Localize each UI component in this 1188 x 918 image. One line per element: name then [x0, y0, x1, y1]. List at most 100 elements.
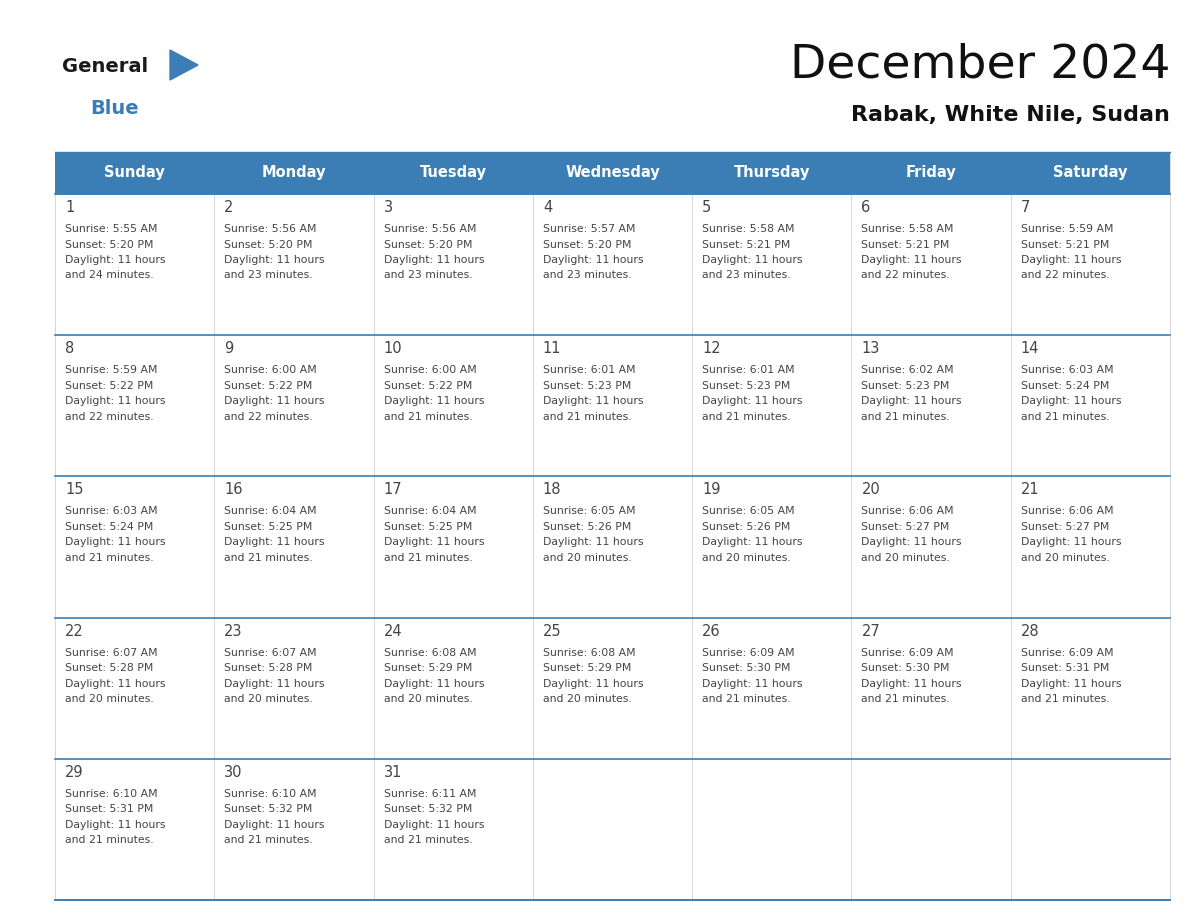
Bar — [693, 618, 852, 759]
Bar — [214, 152, 373, 194]
Text: Sunset: 5:31 PM: Sunset: 5:31 PM — [1020, 663, 1110, 673]
Text: 22: 22 — [65, 623, 83, 639]
Text: and 22 minutes.: and 22 minutes. — [225, 411, 312, 421]
Text: Sunrise: 6:11 AM: Sunrise: 6:11 AM — [384, 789, 476, 799]
Bar — [214, 476, 373, 618]
Text: Daylight: 11 hours: Daylight: 11 hours — [702, 537, 803, 547]
Text: Sunrise: 6:07 AM: Sunrise: 6:07 AM — [225, 647, 317, 657]
Text: Daylight: 11 hours: Daylight: 11 hours — [384, 678, 484, 688]
Text: Sunset: 5:29 PM: Sunset: 5:29 PM — [543, 663, 631, 673]
Text: and 20 minutes.: and 20 minutes. — [543, 694, 632, 704]
Text: and 21 minutes.: and 21 minutes. — [384, 411, 472, 421]
Text: 28: 28 — [1020, 623, 1040, 639]
Text: Sunset: 5:27 PM: Sunset: 5:27 PM — [861, 522, 949, 532]
Polygon shape — [170, 50, 198, 80]
Bar — [852, 618, 1011, 759]
Bar — [693, 335, 852, 476]
Text: Daylight: 11 hours: Daylight: 11 hours — [702, 678, 803, 688]
Text: and 21 minutes.: and 21 minutes. — [1020, 411, 1110, 421]
Text: Sunset: 5:30 PM: Sunset: 5:30 PM — [861, 663, 950, 673]
Text: and 21 minutes.: and 21 minutes. — [1020, 694, 1110, 704]
Bar — [55, 194, 214, 335]
Text: Daylight: 11 hours: Daylight: 11 hours — [543, 255, 644, 265]
Text: 10: 10 — [384, 341, 403, 356]
Bar — [55, 759, 214, 900]
Text: Sunset: 5:20 PM: Sunset: 5:20 PM — [384, 240, 472, 250]
Bar — [373, 476, 533, 618]
Text: Sunset: 5:23 PM: Sunset: 5:23 PM — [861, 381, 949, 391]
Text: 14: 14 — [1020, 341, 1040, 356]
Text: and 20 minutes.: and 20 minutes. — [384, 694, 473, 704]
Text: Daylight: 11 hours: Daylight: 11 hours — [702, 255, 803, 265]
Text: 31: 31 — [384, 765, 402, 779]
Text: 2: 2 — [225, 200, 234, 215]
Text: Sunset: 5:26 PM: Sunset: 5:26 PM — [543, 522, 631, 532]
Text: 20: 20 — [861, 482, 880, 498]
Text: Sunrise: 5:59 AM: Sunrise: 5:59 AM — [65, 365, 158, 375]
Text: Sunrise: 6:10 AM: Sunrise: 6:10 AM — [225, 789, 317, 799]
Text: Daylight: 11 hours: Daylight: 11 hours — [543, 397, 644, 406]
Text: 6: 6 — [861, 200, 871, 215]
Text: Daylight: 11 hours: Daylight: 11 hours — [1020, 397, 1121, 406]
Text: and 20 minutes.: and 20 minutes. — [225, 694, 312, 704]
Text: Sunrise: 6:03 AM: Sunrise: 6:03 AM — [1020, 365, 1113, 375]
Text: Sunrise: 5:56 AM: Sunrise: 5:56 AM — [384, 224, 476, 234]
Text: Daylight: 11 hours: Daylight: 11 hours — [225, 678, 324, 688]
Text: Sunrise: 6:02 AM: Sunrise: 6:02 AM — [861, 365, 954, 375]
Text: and 22 minutes.: and 22 minutes. — [861, 271, 950, 281]
Bar — [852, 335, 1011, 476]
Bar — [373, 335, 533, 476]
Text: Sunrise: 6:09 AM: Sunrise: 6:09 AM — [861, 647, 954, 657]
Text: 19: 19 — [702, 482, 721, 498]
Bar — [693, 194, 852, 335]
Text: Daylight: 11 hours: Daylight: 11 hours — [384, 820, 484, 830]
Text: and 21 minutes.: and 21 minutes. — [225, 553, 312, 563]
Bar — [852, 476, 1011, 618]
Bar — [373, 152, 533, 194]
Text: and 23 minutes.: and 23 minutes. — [384, 271, 472, 281]
Text: 21: 21 — [1020, 482, 1040, 498]
Text: Rabak, White Nile, Sudan: Rabak, White Nile, Sudan — [851, 105, 1170, 125]
Text: and 21 minutes.: and 21 minutes. — [702, 694, 791, 704]
Text: Sunrise: 6:09 AM: Sunrise: 6:09 AM — [1020, 647, 1113, 657]
Text: and 24 minutes.: and 24 minutes. — [65, 271, 153, 281]
Text: and 20 minutes.: and 20 minutes. — [861, 553, 950, 563]
Text: Daylight: 11 hours: Daylight: 11 hours — [1020, 255, 1121, 265]
Bar — [373, 759, 533, 900]
Bar — [533, 759, 693, 900]
Text: Tuesday: Tuesday — [419, 165, 487, 181]
Text: Blue: Blue — [90, 99, 139, 118]
Text: Daylight: 11 hours: Daylight: 11 hours — [65, 678, 165, 688]
Text: 9: 9 — [225, 341, 234, 356]
Text: Sunrise: 5:55 AM: Sunrise: 5:55 AM — [65, 224, 158, 234]
Text: Thursday: Thursday — [734, 165, 810, 181]
Text: December 2024: December 2024 — [790, 42, 1170, 87]
Text: and 21 minutes.: and 21 minutes. — [65, 835, 153, 845]
Text: Sunset: 5:32 PM: Sunset: 5:32 PM — [225, 804, 312, 814]
Bar — [693, 476, 852, 618]
Text: and 20 minutes.: and 20 minutes. — [543, 553, 632, 563]
Text: Sunset: 5:20 PM: Sunset: 5:20 PM — [225, 240, 312, 250]
Text: Sunset: 5:30 PM: Sunset: 5:30 PM — [702, 663, 791, 673]
Text: Daylight: 11 hours: Daylight: 11 hours — [65, 255, 165, 265]
Text: 27: 27 — [861, 623, 880, 639]
Text: Sunset: 5:23 PM: Sunset: 5:23 PM — [702, 381, 790, 391]
Text: Sunset: 5:23 PM: Sunset: 5:23 PM — [543, 381, 631, 391]
Text: 11: 11 — [543, 341, 562, 356]
Text: Monday: Monday — [261, 165, 327, 181]
Text: Sunrise: 6:03 AM: Sunrise: 6:03 AM — [65, 507, 158, 517]
Text: Daylight: 11 hours: Daylight: 11 hours — [384, 255, 484, 265]
Text: Sunrise: 6:05 AM: Sunrise: 6:05 AM — [543, 507, 636, 517]
Text: Sunrise: 5:57 AM: Sunrise: 5:57 AM — [543, 224, 636, 234]
Text: Sunrise: 6:10 AM: Sunrise: 6:10 AM — [65, 789, 158, 799]
Text: 24: 24 — [384, 623, 403, 639]
Text: and 20 minutes.: and 20 minutes. — [1020, 553, 1110, 563]
Text: Sunset: 5:29 PM: Sunset: 5:29 PM — [384, 663, 472, 673]
Text: Sunset: 5:22 PM: Sunset: 5:22 PM — [225, 381, 312, 391]
Text: Sunrise: 6:04 AM: Sunrise: 6:04 AM — [225, 507, 317, 517]
Text: Sunset: 5:24 PM: Sunset: 5:24 PM — [1020, 381, 1110, 391]
Bar — [55, 618, 214, 759]
Bar — [1011, 759, 1170, 900]
Bar — [693, 759, 852, 900]
Bar — [533, 194, 693, 335]
